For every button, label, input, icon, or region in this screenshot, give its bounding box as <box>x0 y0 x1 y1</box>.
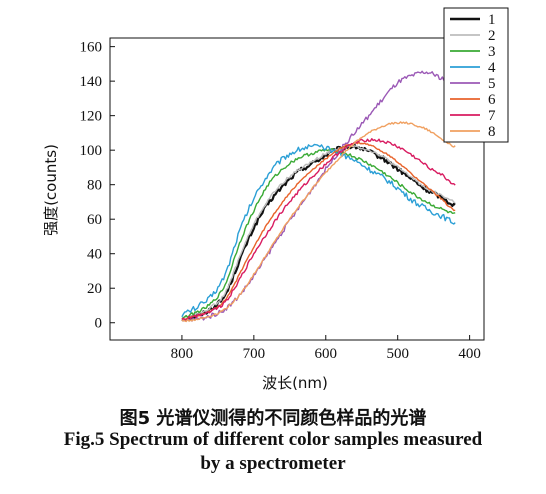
series-line-5 <box>181 70 456 322</box>
y-tick-label: 0 <box>95 316 103 332</box>
legend-label-6: 6 <box>488 92 496 108</box>
series-line-2 <box>181 145 456 319</box>
series-line-6 <box>181 141 456 321</box>
series-lines <box>181 70 456 323</box>
legend-label-4: 4 <box>488 60 496 76</box>
spectrum-chart: 800 700 600 500 400 0 20 40 60 80 100 120 140 160 123… <box>42 7 509 392</box>
series-line-4 <box>181 143 456 318</box>
y-tick-label: 100 <box>80 143 103 159</box>
x-tick-label: 700 <box>243 346 266 362</box>
legend-label-5: 5 <box>488 76 496 92</box>
figure-caption-english-line2: by a spectrometer <box>200 453 346 474</box>
legend-label-3: 3 <box>488 44 496 60</box>
y-tick-label: 60 <box>87 212 102 228</box>
legend-label-8: 8 <box>488 124 496 140</box>
y-tick-label: 20 <box>87 281 102 297</box>
legend-label-7: 7 <box>488 108 496 124</box>
series-line-3 <box>181 148 456 320</box>
y-axis-title: 强度(counts) <box>42 144 60 236</box>
series-line-8 <box>181 121 456 323</box>
figure-caption-english-line1: Fig.5 Spectrum of different color sample… <box>63 429 483 450</box>
y-tick-label: 80 <box>87 178 102 194</box>
x-tick-label: 600 <box>315 346 338 362</box>
x-tick-label: 800 <box>171 346 194 362</box>
x-tick-label: 400 <box>458 346 481 362</box>
plot-frame <box>109 37 485 341</box>
series-line-7 <box>181 138 456 321</box>
y-tick-label: 140 <box>80 74 103 90</box>
legend-box <box>443 7 509 143</box>
y-tick-label: 120 <box>80 109 103 125</box>
series-line-1 <box>181 143 456 322</box>
x-tick-label: 500 <box>386 346 409 362</box>
y-tick-label: 160 <box>80 40 103 56</box>
legend-label-1: 1 <box>488 12 496 28</box>
axes: 800 700 600 500 400 0 20 40 60 80 100 120 140 160 <box>80 37 485 362</box>
y-tick-label: 40 <box>87 247 102 263</box>
figure-caption-chinese: 图5 光谱仪测得的不同颜色样品的光谱 <box>119 408 427 429</box>
legend-label-2: 2 <box>488 28 496 44</box>
x-axis-title: 波长(nm) <box>262 374 328 392</box>
